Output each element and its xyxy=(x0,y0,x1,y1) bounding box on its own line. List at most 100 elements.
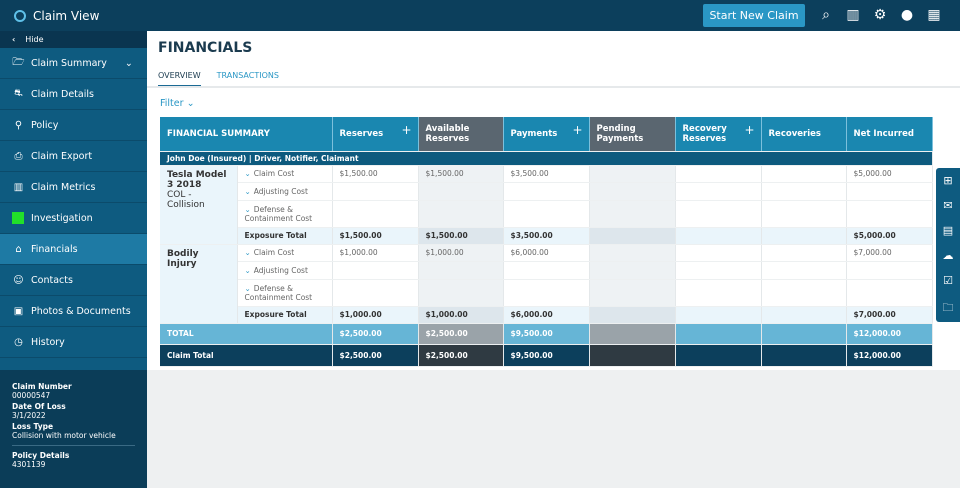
amount-cell xyxy=(589,279,676,307)
cost-line-label: Defense & Containment Cost xyxy=(244,204,313,223)
gear-icon[interactable]: ⚙ xyxy=(873,7,887,23)
amount-cell xyxy=(589,244,676,262)
sidebar-item-label: Photos & Documents xyxy=(31,305,131,317)
chevron-down-icon: ⌄ xyxy=(244,204,251,214)
amount-cell xyxy=(675,227,762,245)
document-icon[interactable]: ▤ xyxy=(942,224,954,237)
info-label: Policy Details xyxy=(12,451,70,460)
sidebar-item-photos-documents[interactable]: ▣ Photos & Documents xyxy=(0,296,147,327)
folder-icon[interactable]: 🗀 xyxy=(942,301,954,314)
amount-cell: $6,000.00 xyxy=(503,244,590,262)
sidebar-item-history[interactable]: ◷ History xyxy=(0,327,147,358)
page-title: FINANCIALS xyxy=(158,40,253,56)
cost-line-toggle[interactable]: ⌄ Adjusting Cost xyxy=(237,261,333,280)
app-title: Claim View xyxy=(33,8,100,23)
sidebar-item-claim-summary[interactable]: 🗁 Claim Summary ⌄ xyxy=(0,48,147,79)
grid-icon[interactable]: ▦ xyxy=(927,7,941,23)
tab-transactions[interactable]: TRANSACTIONS xyxy=(216,71,279,80)
header-label: Pending Payments xyxy=(596,123,644,144)
amount-cell: $7,000.00 xyxy=(846,306,933,324)
filter-dropdown[interactable]: Filter ⌄ xyxy=(160,98,195,109)
chevron-down-icon: ⌄ xyxy=(244,169,251,178)
chevron-down-icon[interactable]: ⌄ xyxy=(124,57,133,69)
amount-cell xyxy=(675,323,762,345)
user-icon[interactable]: ● xyxy=(900,7,914,23)
bar-chart-icon: ▥ xyxy=(13,181,24,193)
sidebar-item-label: Claim Export xyxy=(31,150,93,162)
amount-cell xyxy=(846,182,933,201)
table-row: Bodily Injury ⌄ Claim Cost $1,000.00 $1,000.… xyxy=(160,244,933,324)
amount-cell xyxy=(675,306,762,324)
add-icon[interactable]: + xyxy=(401,123,412,137)
amount-cell xyxy=(761,261,847,280)
divider xyxy=(147,86,960,88)
table-row: Tesla Model 3 2018 COL - Collision ⌄ Claim … xyxy=(160,165,933,245)
sidebar-item-investigation[interactable]: Investigation xyxy=(0,203,147,234)
exposure-label: Tesla Model 3 2018 COL - Collision xyxy=(160,165,238,245)
mail-icon[interactable]: ✉ xyxy=(943,199,953,212)
add-note-icon[interactable]: ⊞ xyxy=(943,174,953,187)
amount-cell xyxy=(675,165,762,183)
sidebar-item-label: Financials xyxy=(31,243,78,255)
exposure-name: Tesla Model 3 2018 xyxy=(167,169,227,190)
exposure-total-row: Exposure Total $1,000.00 $1,000.00 $6,000.0… xyxy=(160,306,933,324)
amount-cell xyxy=(675,182,762,201)
amount-cell: $2,500.00 xyxy=(418,344,504,367)
add-icon[interactable]: + xyxy=(744,123,755,137)
financial-summary-table: FINANCIAL SUMMARY Reserves + Available Rese… xyxy=(160,117,933,367)
sidebar-item-contacts[interactable]: ☺ Contacts xyxy=(0,265,147,296)
amount-cell xyxy=(589,200,676,228)
chat-icon[interactable]: ☁ xyxy=(942,249,954,262)
clipboard-check-icon[interactable]: ☑ xyxy=(943,274,953,287)
info-value: Collision with motor vehicle xyxy=(12,431,116,440)
claim-info: Claim Number 00000547 Date Of Loss 3/1/2022… xyxy=(0,370,147,488)
cost-line-toggle[interactable]: ⌄ Adjusting Cost xyxy=(237,182,333,201)
sidebar-item-label: Claim Summary xyxy=(31,57,107,69)
cost-line-label: Defense & Containment Cost xyxy=(244,283,313,302)
logo-icon xyxy=(14,9,26,22)
amount-cell xyxy=(589,306,676,324)
chevron-down-icon: ⌄ xyxy=(244,283,251,293)
cost-line-toggle[interactable]: ⌄ Claim Cost xyxy=(237,244,333,262)
sidebar-item-claim-export[interactable]: ⎙ Claim Export xyxy=(0,141,147,172)
sidebar-item-label: Contacts xyxy=(31,274,73,286)
sidebar-item-label: Claim Details xyxy=(31,88,94,100)
column-header: Payments + xyxy=(503,117,590,152)
search-icon[interactable]: ⌕ xyxy=(822,7,830,23)
top-bar: Claim View Start New Claim ⌕ ▥ ⚙ ● ▦ xyxy=(0,0,960,31)
column-header: Recoveries xyxy=(761,117,847,152)
exposure-total-row: Exposure Total $1,500.00 $1,500.00 $3,500.0… xyxy=(160,227,933,245)
chevron-down-icon: ⌄ xyxy=(244,248,251,257)
chevron-down-icon: ⌄ xyxy=(186,98,195,109)
header-label: Recovery Reserves xyxy=(682,123,727,144)
exposure-name: Bodily Injury xyxy=(167,248,199,269)
info-value: 3/1/2022 xyxy=(12,411,46,420)
cost-line-toggle[interactable]: ⌄ Claim Cost xyxy=(237,165,333,183)
cost-line-label: Adjusting Cost xyxy=(253,265,308,275)
amount-cell xyxy=(846,200,933,228)
amount-cell xyxy=(846,279,933,307)
cost-line-label: Claim Cost xyxy=(253,248,295,257)
sidebar-item-claim-details[interactable]: ⛐ Claim Details xyxy=(0,79,147,110)
amount-cell xyxy=(418,279,504,307)
folder-open-icon: 🗁 xyxy=(12,56,25,68)
add-icon[interactable]: + xyxy=(572,123,583,137)
chart-icon[interactable]: ▥ xyxy=(846,7,860,23)
tab-overview[interactable]: OVERVIEW xyxy=(158,71,201,87)
cost-line-label: Claim Cost xyxy=(253,169,295,178)
sidebar-item-financials[interactable]: ⌂ Financials xyxy=(0,234,147,265)
column-header: Pending Payments xyxy=(589,117,676,152)
cost-line-toggle[interactable]: ⌄ Defense & Containment Cost xyxy=(237,200,333,228)
amount-cell: $1,000.00 xyxy=(332,244,419,262)
start-new-claim-button[interactable]: Start New Claim xyxy=(703,4,805,27)
amount-cell: $1,000.00 xyxy=(418,306,504,324)
app-logo[interactable]: Claim View xyxy=(14,9,99,23)
exposure-type: COL - Collision xyxy=(167,189,205,210)
hide-sidebar-button[interactable]: ‹ Hide xyxy=(0,31,147,48)
party-row: John Doe (Insured) | Driver, Notifier, C… xyxy=(160,151,933,166)
cost-line-toggle[interactable]: ⌄ Defense & Containment Cost xyxy=(237,279,333,307)
sidebar-item-policy[interactable]: ⚲ Policy xyxy=(0,110,147,141)
amount-cell xyxy=(418,200,504,228)
sidebar-item-claim-metrics[interactable]: ▥ Claim Metrics xyxy=(0,172,147,203)
amount-cell xyxy=(332,279,419,307)
